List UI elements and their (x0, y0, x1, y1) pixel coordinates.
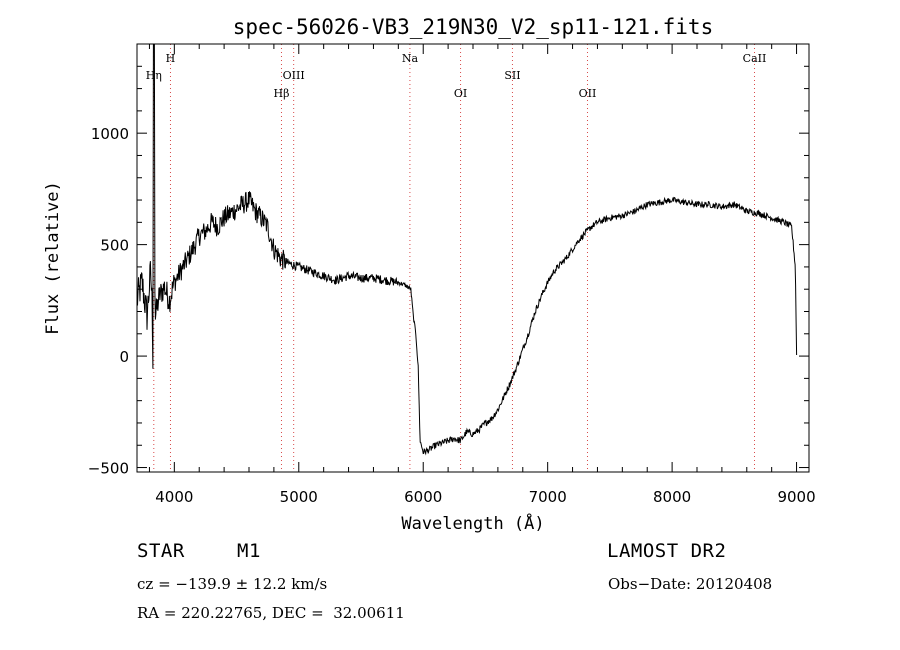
line-label-4: Na (402, 52, 419, 65)
x-tick-label: 6000 (404, 488, 442, 506)
line-label-1: H (166, 52, 176, 65)
spectrum-layer (136, 43, 798, 456)
y-tick-label: 500 (100, 237, 129, 255)
y-tick-label: 0 (119, 348, 129, 366)
axis-ticks (137, 43, 809, 472)
line-label-3: OIII (283, 69, 305, 82)
plot-frame (136, 43, 810, 473)
y-tick-labels: −500 0 500 1000 (88, 125, 129, 477)
coordinates-readout: RA = 220.22765, DEC = 32.00611 (137, 604, 405, 622)
object-type: STAR (137, 540, 185, 562)
chart-title: spec-56026-VB3_219N30_V2_sp11-121.fits (233, 15, 713, 39)
x-tick-label: 8000 (653, 488, 691, 506)
line-label-7: OII (579, 87, 597, 100)
survey-name: LAMOST DR2 (607, 540, 727, 562)
y-tick-label: −500 (88, 460, 129, 478)
y-axis-label: Flux (relative) (43, 181, 63, 335)
line-label-8: CaII (743, 52, 767, 65)
y-tick-label: 1000 (91, 125, 129, 143)
x-tick-label: 4000 (155, 488, 193, 506)
line-label-6: SII (504, 69, 520, 82)
redshift-readout: cz = −139.9 ± 12.2 km/s (137, 575, 328, 593)
line-label-2: Hβ (274, 87, 290, 100)
line-label-5: OI (454, 87, 467, 100)
x-tick-label: 5000 (280, 488, 318, 506)
spectrum-line (136, 43, 798, 456)
obs-date: Obs−Date: 20120408 (608, 575, 773, 593)
x-tick-label: 7000 (529, 488, 567, 506)
x-axis-label: Wavelength (Å) (401, 512, 544, 534)
x-tick-label: 9000 (777, 488, 815, 506)
x-tick-labels: 4000 5000 6000 7000 8000 9000 (155, 488, 815, 506)
object-subclass: M1 (237, 540, 261, 562)
